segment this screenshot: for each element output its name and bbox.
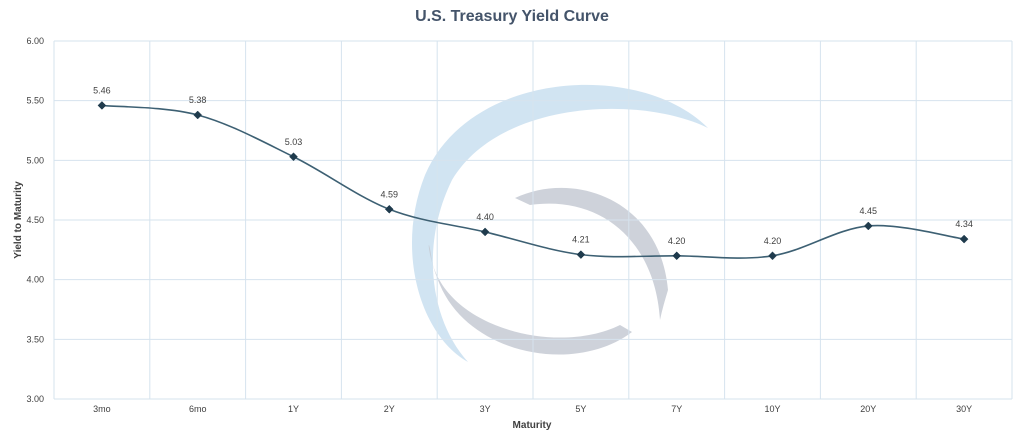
data-label: 4.40 [476,212,494,222]
data-point-marker [97,101,107,110]
x-tick-label: 7Y [671,404,682,414]
data-point-marker [959,234,969,244]
data-point-marker [672,251,682,261]
data-point-marker [289,152,298,162]
data-labels: 5.46 5.38 5.03 4.59 4.40 4.21 4.20 4.20 4.45 4.34 [93,85,973,245]
data-label: 4.20 [668,236,686,246]
y-tick-label: 6.00 [26,36,44,46]
data-point-marker [193,110,203,120]
x-tick-label: 2Y [384,404,395,414]
data-label: 4.34 [955,219,973,229]
x-tick-label: 1Y [288,404,299,414]
data-label: 4.45 [860,206,878,216]
x-tick-label: 3Y [480,404,491,414]
y-tick-label: 4.50 [26,215,44,225]
y-tick-label: 3.50 [26,334,44,344]
y-tick-label: 5.00 [26,155,44,165]
y-axis-label: Yield to Maturity [13,181,24,259]
data-point-marker [768,251,777,261]
data-label: 5.03 [285,137,303,147]
data-label: 4.20 [764,236,782,246]
watermark-arc-gray-lower [428,245,632,355]
data-point-marker [384,204,394,214]
y-tick-label: 4.00 [26,275,44,285]
data-label: 5.38 [189,95,207,105]
watermark-arc-gray-upper [515,187,668,320]
y-tick-label: 3.00 [26,394,44,404]
series-line [101,104,965,259]
x-axis: 3mo 6mo 1Y 2Y 3Y 5Y 7Y 10Y 20Y 30Y [93,404,972,414]
x-tick-label: 10Y [764,404,780,414]
x-tick-label: 3mo [93,404,111,414]
watermark-arc-light [411,84,708,362]
watermark-logo [411,84,708,362]
data-point-marker [480,227,490,237]
data-label: 4.59 [381,189,399,199]
markers [97,101,969,261]
x-tick-label: 5Y [575,404,586,414]
x-tick-label: 20Y [860,404,876,414]
x-tick-label: 30Y [956,404,972,414]
x-axis-label: Maturity [513,420,552,431]
data-label: 5.46 [93,85,111,95]
grid [53,40,1013,400]
y-axis: 3.00 3.50 4.00 4.50 5.00 5.50 6.00 [26,36,44,404]
data-label: 4.21 [572,235,590,245]
y-tick-label: 5.50 [26,96,44,106]
data-point-marker [576,250,586,259]
x-tick-label: 6mo [189,404,207,414]
chart-title: U.S. Treasury Yield Curve [415,8,609,25]
data-point-marker [863,221,873,231]
